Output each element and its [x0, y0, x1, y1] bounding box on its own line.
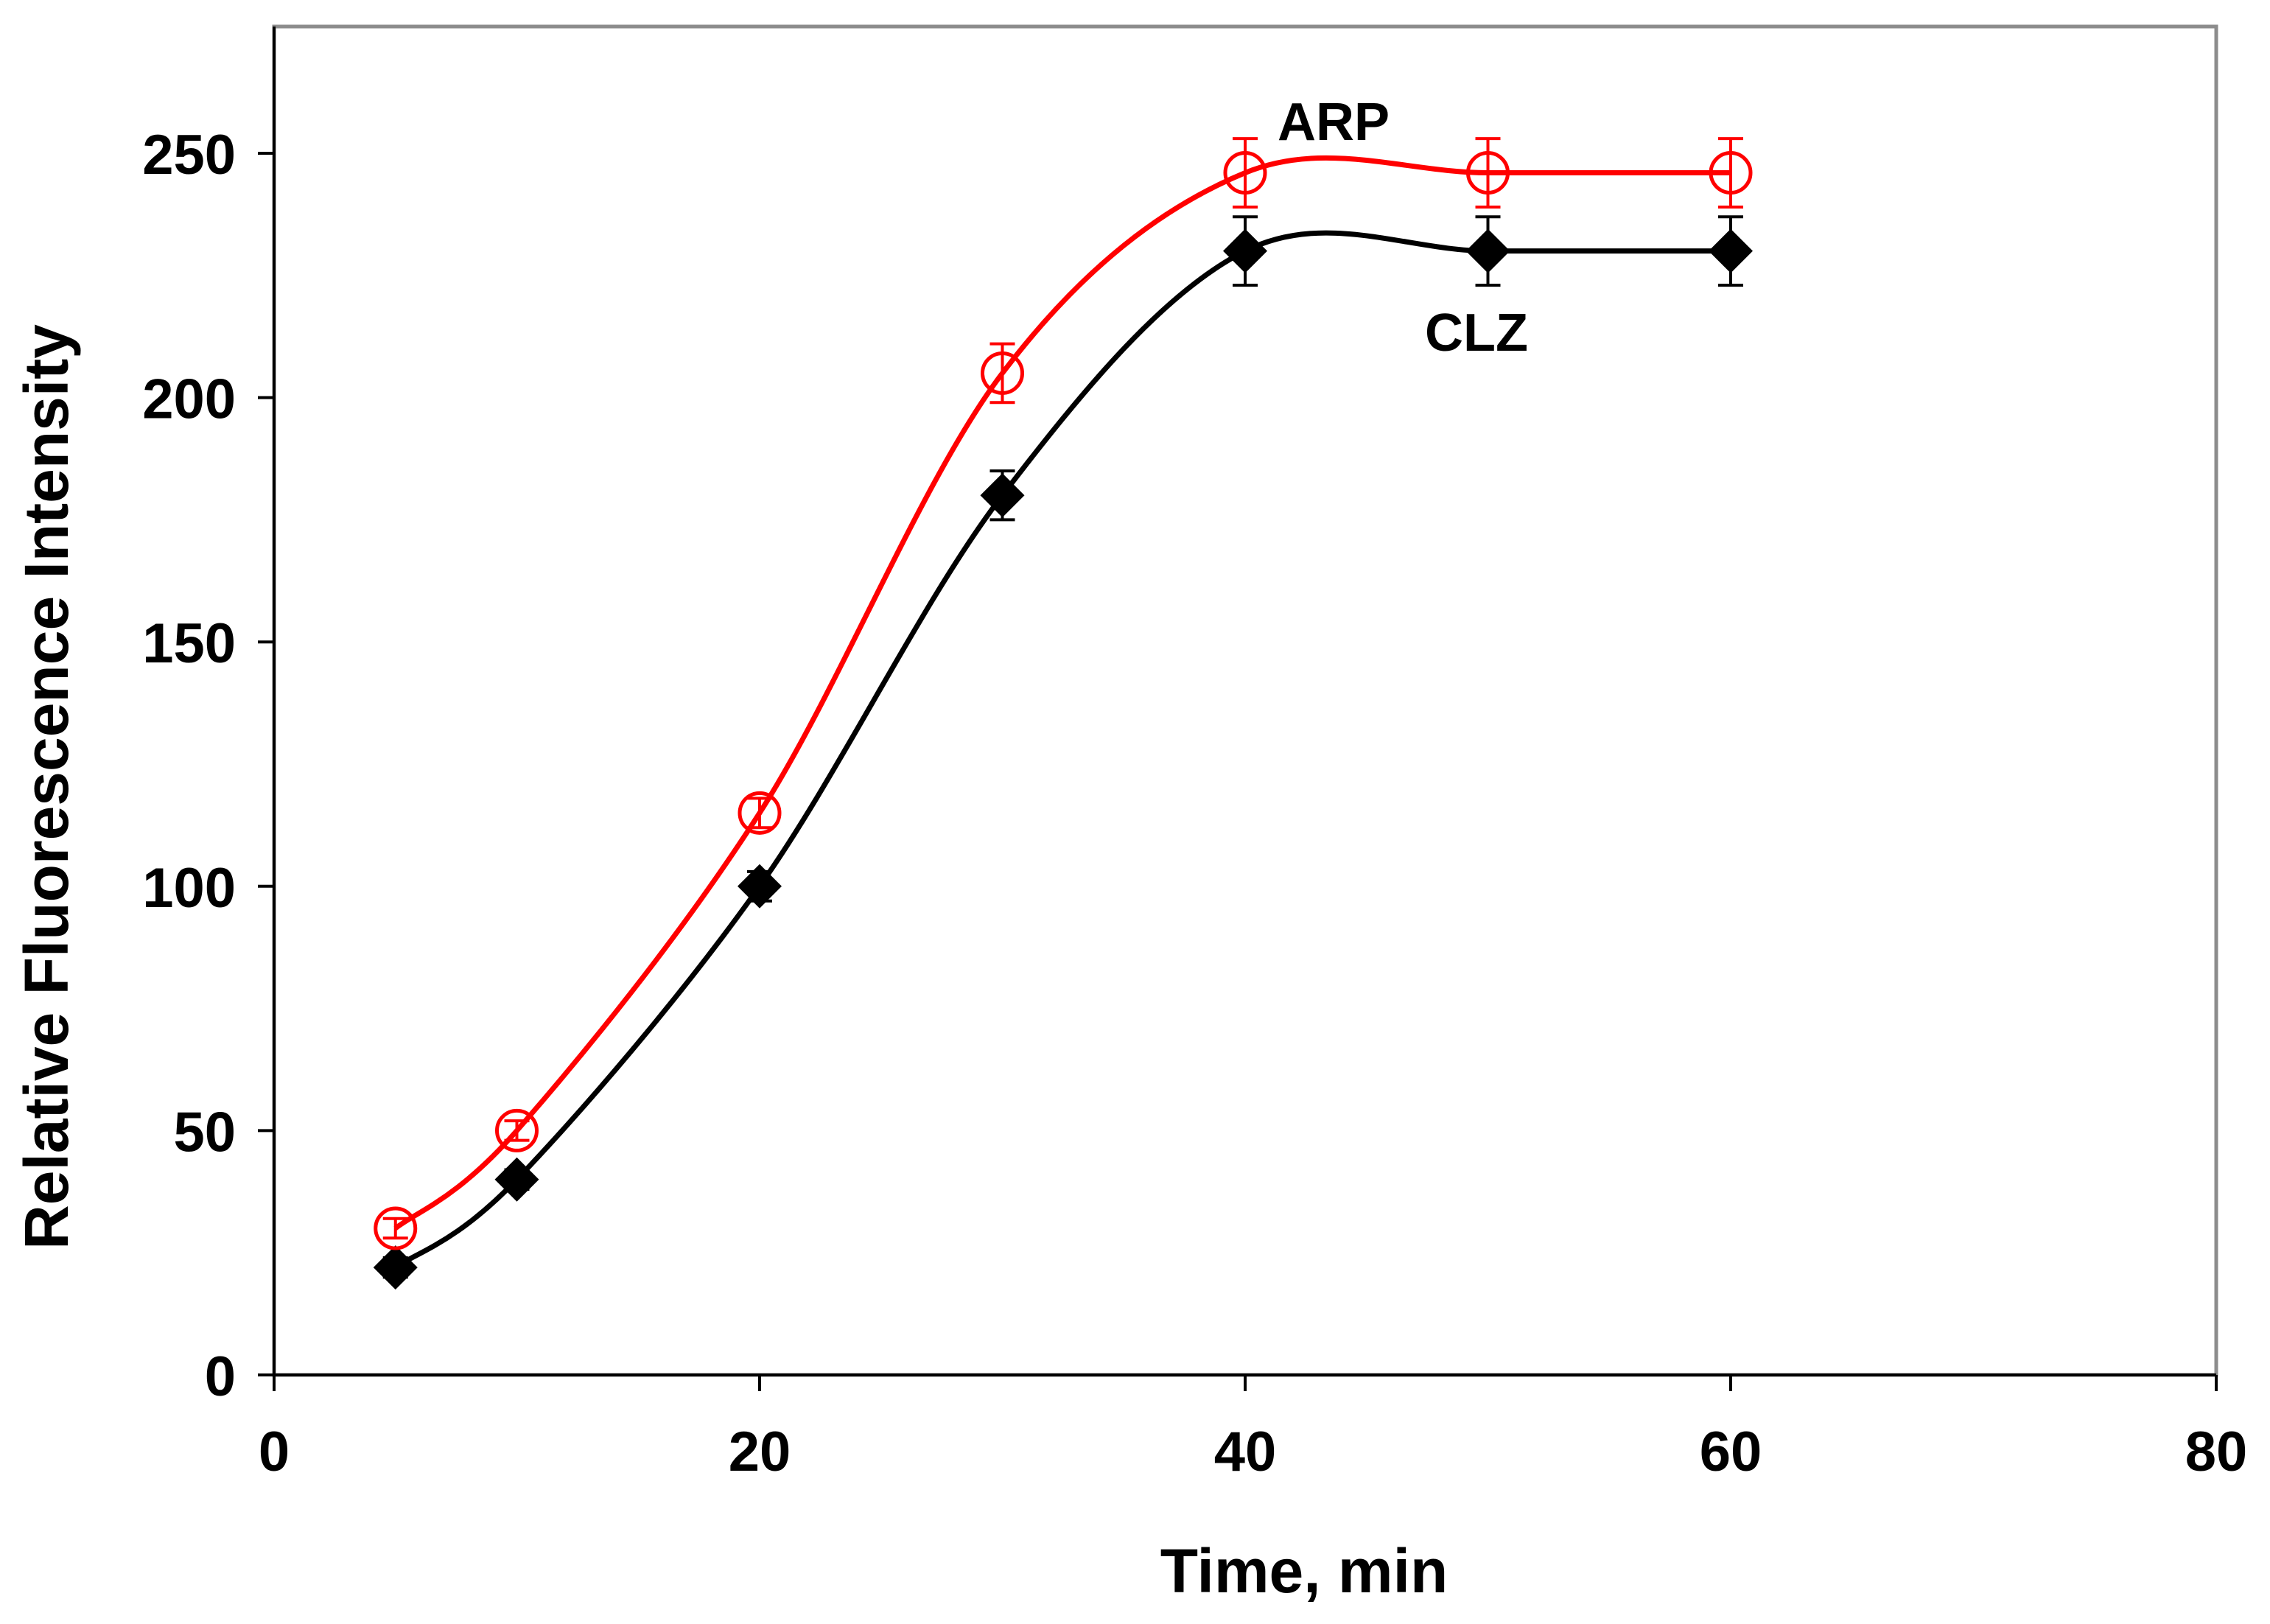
y-tick-label-250: 250	[142, 124, 236, 186]
arp-error-bar-20	[747, 797, 772, 830]
y-tick-label-0: 0	[205, 1345, 236, 1408]
series-annotations: ARP CLZ	[1278, 93, 1528, 363]
annotation-arp: ARP	[1278, 93, 1390, 152]
annotation-clz: CLZ	[1425, 304, 1528, 363]
x-tick-label-40: 40	[1214, 1421, 1277, 1483]
arp-error-bar-10	[504, 1119, 530, 1142]
arp-point-50	[1466, 151, 1510, 195]
arp-error-bar-40	[1233, 137, 1258, 209]
clz-point-40	[1223, 228, 1267, 273]
arp-point-30	[981, 351, 1024, 395]
arp-error-bar-60	[1718, 137, 1743, 209]
y-tick-label-150: 150	[142, 612, 236, 675]
series-markers	[373, 151, 1753, 1290]
clz-point-5	[373, 1245, 418, 1290]
y-tick-label-50: 50	[173, 1101, 236, 1163]
clz-point-50	[1465, 228, 1510, 273]
arp-point-60	[1709, 151, 1753, 195]
x-tick-label-20: 20	[729, 1421, 791, 1483]
y-tick-label-200: 200	[142, 368, 236, 431]
arp-series-line	[393, 155, 1731, 1231]
clz-point-60	[1709, 228, 1753, 273]
y-axis-label: Relative Fluorescence Intensity	[12, 324, 81, 1250]
x-tick-label-80: 80	[2185, 1421, 2248, 1483]
arp-error-bar-50	[1475, 137, 1501, 209]
arp-point-10	[495, 1108, 539, 1152]
x-tick-label-60: 60	[1700, 1421, 1762, 1483]
clz-point-30	[980, 473, 1025, 518]
x-tick-label-0: 0	[259, 1421, 290, 1483]
y-tick-label-100: 100	[142, 857, 236, 920]
x-axis-label: Time, min	[1160, 1536, 1448, 1606]
arp-point-5	[374, 1206, 418, 1250]
clz-point-20	[738, 864, 782, 909]
arp-point-40	[1223, 151, 1267, 195]
arp-error-bar-5	[382, 1217, 408, 1240]
clz-point-10	[494, 1157, 539, 1202]
axes	[258, 27, 2218, 1391]
tick-labels: 0 50 100 150 200 250 0 20 40 60 80	[142, 124, 2247, 1483]
arp-point-20	[738, 791, 782, 835]
